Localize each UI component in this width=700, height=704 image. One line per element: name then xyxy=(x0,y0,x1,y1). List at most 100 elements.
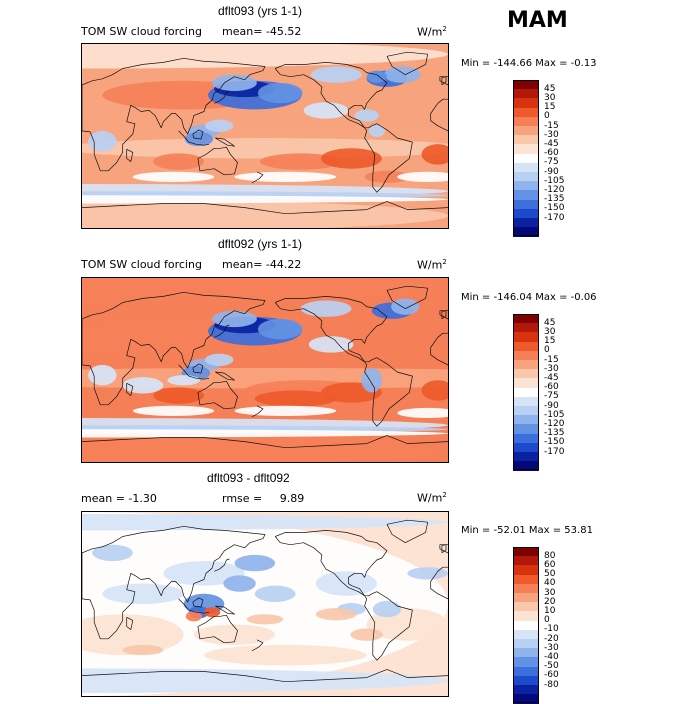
colorbar-swatch xyxy=(513,685,539,695)
colorbar-swatch xyxy=(513,107,539,118)
coastline xyxy=(430,566,448,600)
field-contour xyxy=(391,298,420,315)
field-contour xyxy=(397,171,448,182)
colorbar-tick-label: 10 xyxy=(544,605,556,616)
colorbar-swatch xyxy=(513,424,539,434)
field-contour xyxy=(82,668,448,693)
field-contour xyxy=(132,405,215,416)
coastline xyxy=(126,148,134,162)
colorbar-swatch xyxy=(513,452,539,462)
field-contour xyxy=(254,390,337,407)
coastline xyxy=(82,291,266,406)
field-contour xyxy=(82,512,448,696)
field-contour xyxy=(212,310,257,328)
coastline xyxy=(386,285,429,310)
coastline xyxy=(82,525,266,640)
coastline xyxy=(439,76,448,86)
coastline xyxy=(274,296,413,427)
panel-2-mean-value: -44.22 xyxy=(265,258,302,271)
panel-3-rmse-value: 9.89 xyxy=(279,492,305,505)
colorbar-tick-label: -105 xyxy=(544,409,565,420)
field-contour xyxy=(82,195,448,204)
panel-2-title: dflt092 (yrs 1-1) xyxy=(218,237,303,251)
panel-1-mean-value: -45.52 xyxy=(265,25,302,38)
colorbar-tick-label: -30 xyxy=(544,129,559,140)
field-contour xyxy=(223,575,256,592)
coastline xyxy=(214,90,230,104)
coastline xyxy=(192,597,204,608)
colorbar-swatch xyxy=(513,675,539,686)
coastline xyxy=(214,558,230,572)
colorbar-tick-label: -120 xyxy=(544,418,565,429)
coastline xyxy=(386,519,429,544)
field-contour xyxy=(82,138,448,159)
field-contour xyxy=(257,318,303,340)
panel-1-title: dflt093 (yrs 1-1) xyxy=(218,4,303,18)
field-contour xyxy=(212,74,257,92)
colorbar-swatch xyxy=(513,126,539,136)
colorbar-swatch xyxy=(513,208,539,219)
colorbar-tick-label: -135 xyxy=(544,428,565,439)
panel-3-rmse-label: rmse = xyxy=(222,492,263,505)
field-contour xyxy=(354,109,379,122)
colorbar-swatch xyxy=(513,378,539,388)
panel-1-mean-label: mean= xyxy=(222,25,263,38)
panel-3-units-exp: 2 xyxy=(442,491,447,499)
panel-1-minmax: Min = -144.66 Max = -0.13 xyxy=(461,58,597,69)
field-contour xyxy=(421,380,448,401)
colorbar-swatch xyxy=(513,135,539,145)
field-contour xyxy=(102,583,184,604)
colorbar-tick-label: -75 xyxy=(544,391,559,402)
field-contour xyxy=(167,375,200,386)
colorbar-swatch xyxy=(513,694,539,704)
colorbar-tick-label: -60 xyxy=(544,382,559,393)
colorbar-swatch xyxy=(513,89,539,99)
colorbar-swatch xyxy=(513,369,539,379)
colorbar-swatch xyxy=(513,396,539,407)
colorbar-frame xyxy=(513,314,539,471)
coastline xyxy=(251,639,264,652)
coastline xyxy=(82,669,448,683)
colorbar-swatch xyxy=(513,227,539,237)
coastline xyxy=(178,364,210,380)
panel-1-field-label: TOM SW cloud forcing xyxy=(81,25,202,38)
coastline xyxy=(274,62,413,193)
panel-3-minmax: Min = -52.01 Max = 53.81 xyxy=(461,525,593,536)
coastline xyxy=(386,51,429,76)
field-contour xyxy=(300,300,352,317)
map-canvas xyxy=(82,512,448,696)
colorbar-tick-label: -60 xyxy=(544,148,559,159)
colorbar-tick-label: 0 xyxy=(544,345,550,356)
field-contour xyxy=(82,278,448,303)
colorbar-frame xyxy=(513,547,539,704)
coastline xyxy=(441,310,447,320)
colorbar-swatch xyxy=(513,593,539,603)
colorbar-swatch xyxy=(513,602,539,612)
coastline xyxy=(214,324,230,338)
panel-3-rmse: rmse = 9.89 xyxy=(222,492,304,505)
field-contour xyxy=(407,567,448,580)
colorbar-tick-label: -10 xyxy=(544,624,559,635)
colorbar-swatch xyxy=(513,360,539,370)
colorbar-swatch xyxy=(513,323,539,333)
field-contour xyxy=(122,377,164,394)
panel-3-units: W/m2 xyxy=(417,491,447,505)
colorbar-tick-label: -50 xyxy=(544,661,559,672)
colorbar-swatch xyxy=(513,442,539,453)
map-canvas xyxy=(82,44,448,228)
colorbar-swatch xyxy=(513,190,539,200)
coastline xyxy=(215,605,235,615)
panel-2-units-text: W/m xyxy=(417,258,443,272)
colorbar-tick-label: 20 xyxy=(544,596,556,607)
colorbar-tick-label: -40 xyxy=(544,651,559,662)
colorbar-swatch xyxy=(513,666,539,677)
panel-3-mean: mean = -1.30 xyxy=(81,492,157,505)
panel-1-units-text: W/m xyxy=(417,25,443,39)
colorbar-swatch xyxy=(513,583,539,594)
colorbar-swatch xyxy=(513,620,539,631)
colorbar-tick-label: 50 xyxy=(544,569,556,580)
field-contour xyxy=(82,44,448,69)
field-contour xyxy=(204,644,367,666)
field-contour xyxy=(88,364,117,386)
colorbar-tick-label: -45 xyxy=(544,138,559,149)
